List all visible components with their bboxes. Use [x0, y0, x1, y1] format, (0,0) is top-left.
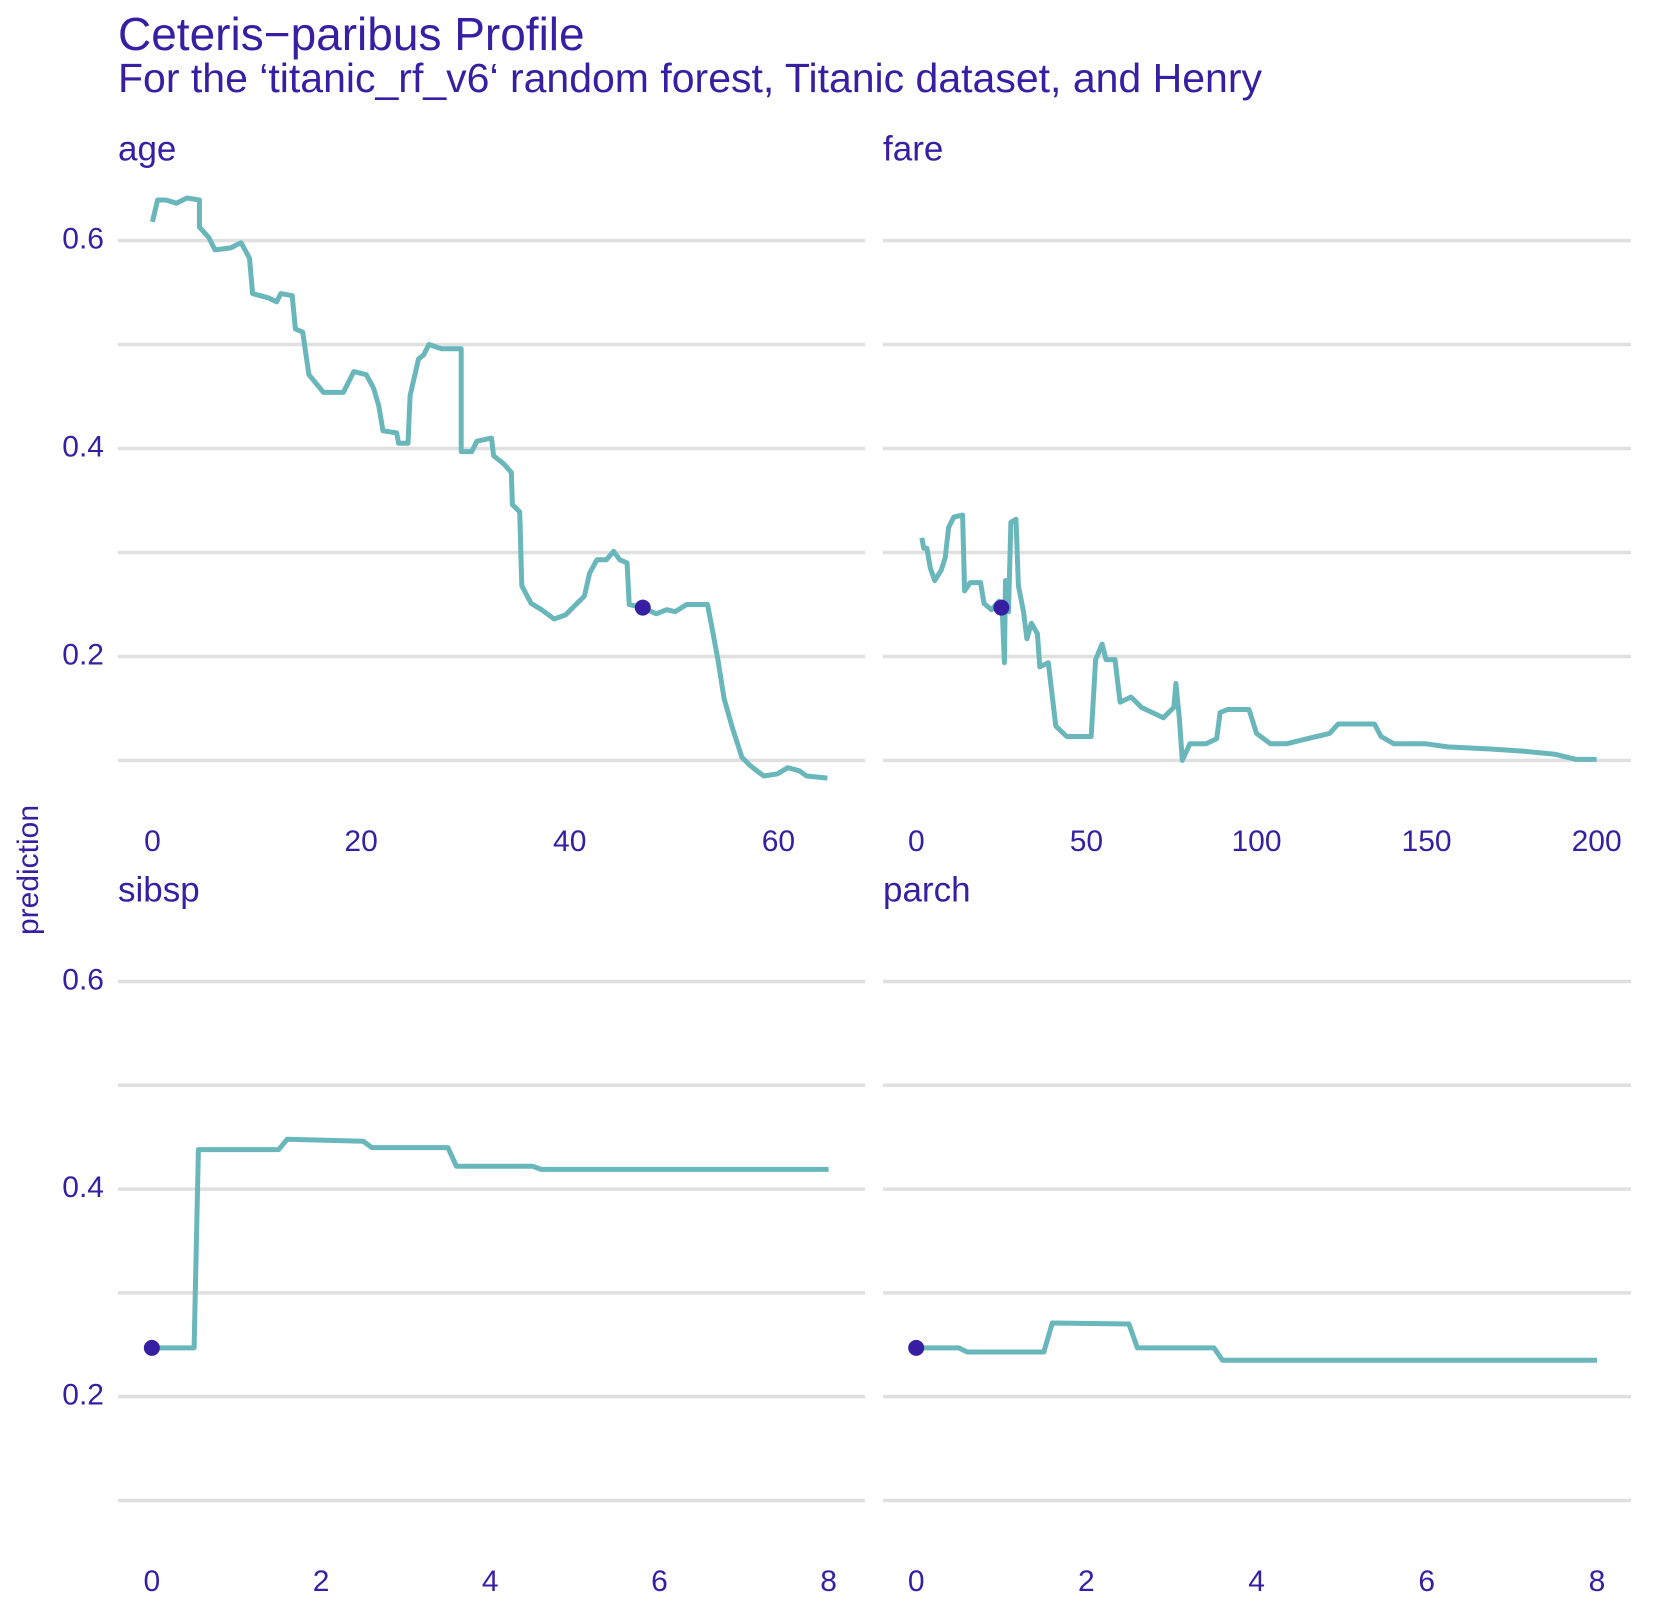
x-tick-label: 8 [820, 1565, 837, 1598]
y-tick-label: 0.2 [62, 638, 104, 671]
x-tick-label: 2 [1078, 1565, 1095, 1598]
observation-point [634, 599, 651, 616]
x-tick-label: 100 [1231, 825, 1281, 858]
facet-title: fare [883, 129, 943, 168]
x-tick-label: 0 [144, 825, 161, 858]
x-tick-label: 2 [313, 1565, 330, 1598]
x-tick-label: 0 [143, 1565, 160, 1598]
facet-title: age [118, 129, 176, 168]
x-tick-label: 50 [1070, 825, 1103, 858]
profile-line [919, 512, 1597, 763]
x-tick-label: 8 [1589, 1565, 1606, 1598]
x-tick-label: 6 [1418, 1565, 1435, 1598]
x-tick-label: 20 [344, 825, 377, 858]
x-tick-label: 4 [1248, 1565, 1265, 1598]
x-tick-label: 60 [762, 825, 795, 858]
x-tick-label: 0 [908, 1565, 925, 1598]
observation-point [908, 1339, 925, 1356]
facet-title: parch [883, 870, 971, 909]
x-tick-label: 6 [651, 1565, 668, 1598]
y-axis-label: prediction [12, 805, 45, 935]
facet-title: sibsp [118, 870, 200, 909]
x-tick-label: 150 [1402, 825, 1452, 858]
y-tick-label: 0.4 [62, 430, 104, 463]
x-tick-label: 40 [553, 825, 586, 858]
y-tick-label: 0.6 [62, 223, 104, 256]
x-tick-label: 200 [1572, 825, 1622, 858]
profile-line [916, 1320, 1597, 1363]
chart-title: Ceteris−paribus Profile [118, 8, 585, 60]
x-tick-label: 0 [908, 825, 925, 858]
x-tick-label: 4 [482, 1565, 499, 1598]
y-tick-label: 0.2 [62, 1379, 104, 1412]
observation-point [993, 599, 1010, 616]
observation-point [143, 1339, 160, 1356]
y-tick-label: 0.4 [62, 1171, 104, 1204]
profile-line [149, 195, 828, 781]
chart-subtitle: For the ‘titanic_rf_v6‘ random forest, T… [118, 55, 1262, 101]
profile-line [151, 1136, 829, 1351]
y-tick-label: 0.6 [62, 963, 104, 996]
